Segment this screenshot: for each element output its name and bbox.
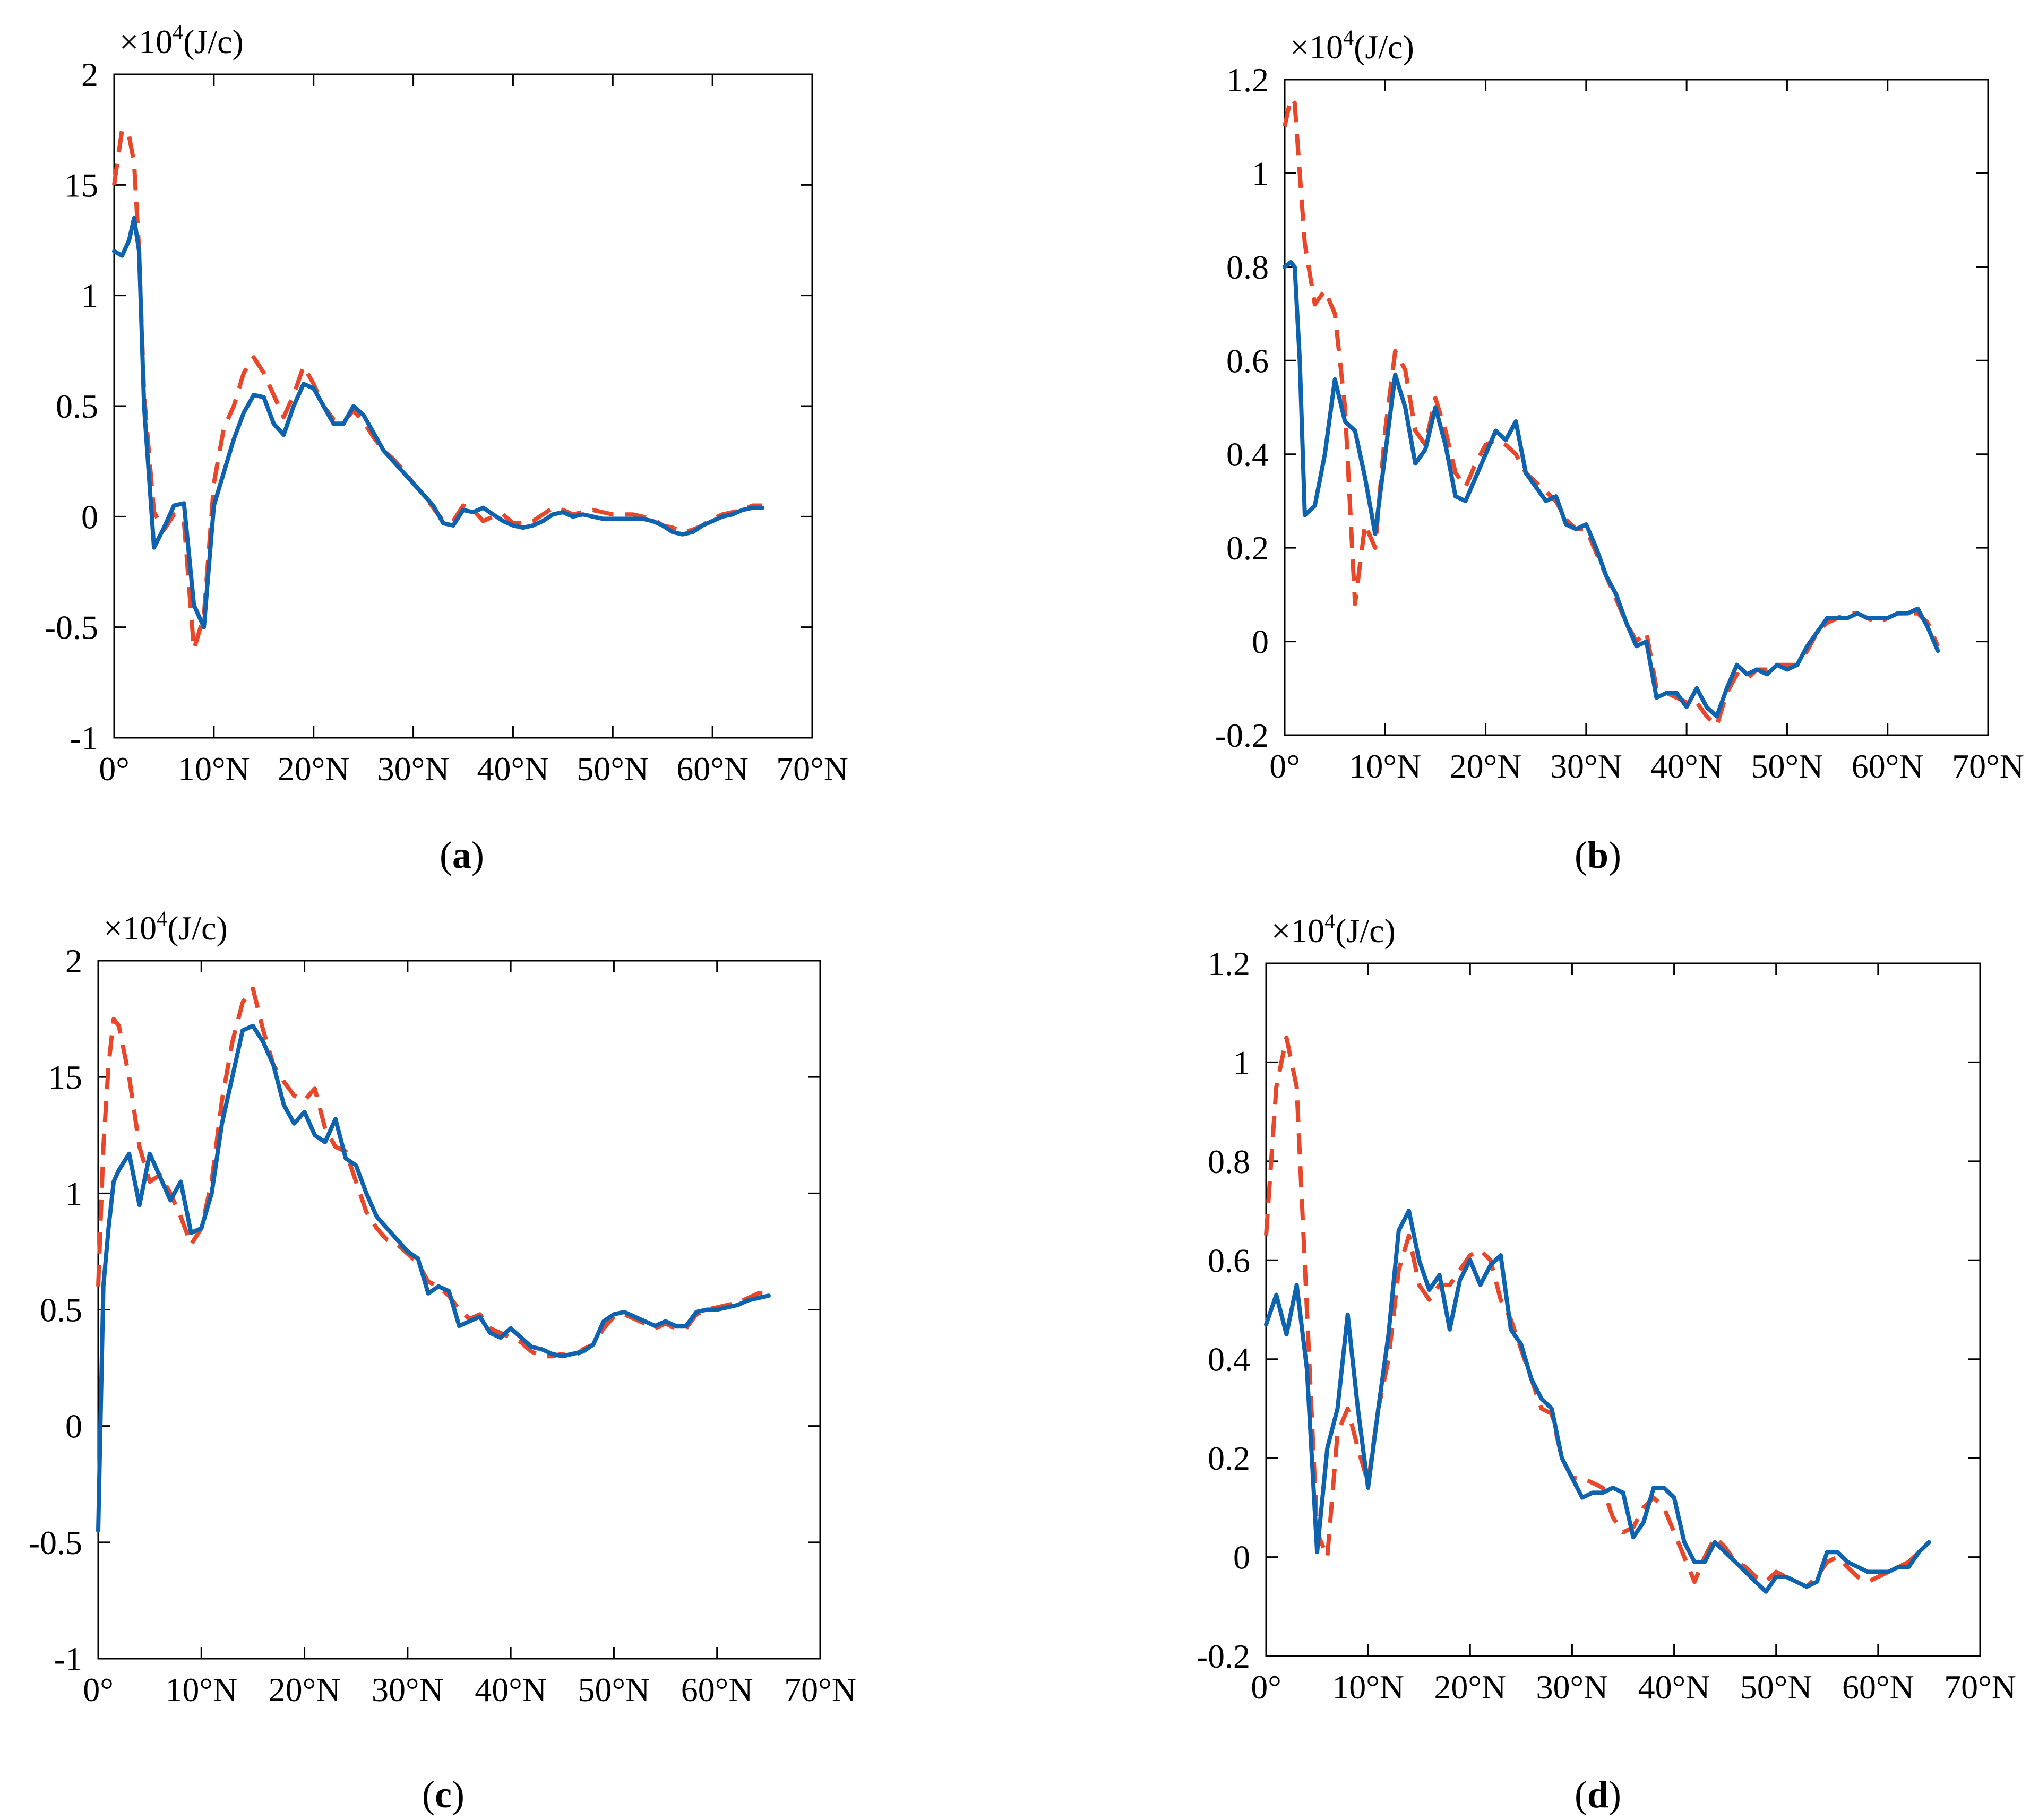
axis-frame — [113, 73, 813, 739]
x-tick-label: 50°N — [578, 1671, 650, 1709]
series-line-dashed — [96, 986, 769, 1361]
y-tick-label: 0.6 — [1226, 342, 1269, 379]
x-tick-label: 60°N — [676, 750, 749, 788]
y-tick-label: 0 — [1252, 623, 1269, 661]
x-tick-label: 40°N — [1638, 1668, 1710, 1706]
x-tick-label: 30°N — [1536, 1668, 1608, 1706]
panel-b: -0.2 0 0.2 0.4 0.6 0.8 1 1.2 0° 10°N 20°N 30°N 40°N 5… — [1215, 25, 2024, 876]
x-tick-label: 10°N — [178, 750, 250, 788]
y-tick-label: 0.4 — [1208, 1341, 1250, 1378]
y-tick-label: 0 — [81, 498, 98, 536]
x-tick-label: 30°N — [377, 750, 450, 788]
x-tick-label: 50°N — [577, 750, 649, 788]
axis-frame — [1265, 962, 1981, 1657]
panel-c: -1 -0.5 0 0.5 1 15 2 0° 10°N 20°N 30°N 40°N 50°N 60°N… — [29, 907, 856, 1816]
y-tick-label: -0.2 — [1215, 717, 1269, 754]
y-tick-label: 1 — [65, 1175, 82, 1212]
series-line-solid — [1283, 260, 1940, 719]
panel-a: -1 -0.5 0 0.5 1 15 2 0° 10°N 20°N 30°N 40°N 50°N 60°N… — [45, 20, 848, 876]
y-tick-label: 0 — [1233, 1539, 1250, 1576]
x-tick-label: 50°N — [1740, 1668, 1812, 1706]
x-tick-label: 10°N — [165, 1671, 237, 1709]
y-tick-label: 15 — [64, 166, 98, 204]
series-line-solid — [96, 1023, 771, 1533]
axis-frame — [1284, 79, 1989, 736]
x-tick-label: 0° — [83, 1671, 114, 1709]
y-tick-label: 0.8 — [1208, 1143, 1250, 1180]
unit-label: ×104(J/c) — [1271, 909, 1396, 950]
unit-label: ×104(J/c) — [119, 20, 244, 61]
x-tick-label: 20°N — [269, 1671, 341, 1709]
x-tick-label: 40°N — [1650, 747, 1723, 785]
y-tick-label: 1.2 — [1226, 61, 1269, 99]
x-tick-label: 50°N — [1751, 747, 1823, 785]
panel-label: (b) — [1575, 834, 1621, 876]
x-tick-label: 10°N — [1332, 1668, 1404, 1706]
y-tick-label: -0.5 — [45, 609, 98, 646]
x-tick-label: 60°N — [1842, 1668, 1914, 1706]
y-tick-label: 0.2 — [1226, 529, 1269, 567]
panel-label: (a) — [440, 834, 484, 876]
y-tick-label: -1 — [70, 719, 98, 757]
panel-label: (d) — [1575, 1773, 1621, 1816]
y-tick-label: 1 — [81, 277, 98, 315]
panel-d: -0.2 0 0.2 0.4 0.6 0.8 1 1.2 0° 10°N 20°N 30°N 40°N 5… — [1197, 909, 2016, 1816]
y-tick-label: -1 — [54, 1640, 82, 1678]
y-tick-label: 15 — [48, 1058, 82, 1096]
x-tick-label: 40°N — [477, 750, 549, 788]
y-tick-label: 0.6 — [1208, 1241, 1250, 1279]
series-line-dashed — [1264, 1035, 1931, 1589]
y-tick-label: 0.8 — [1226, 248, 1269, 286]
y-tick-label: 1 — [1252, 154, 1269, 192]
y-tick-label: 0.4 — [1226, 436, 1269, 473]
x-tick-label: 70°N — [1944, 1668, 2016, 1706]
x-tick-label: 20°N — [278, 750, 350, 788]
y-tick-label: -0.5 — [29, 1524, 82, 1562]
x-tick-label: 60°N — [681, 1671, 753, 1709]
series-line-solid — [1264, 1209, 1931, 1594]
series-line-dashed — [1283, 96, 1940, 728]
panel-label: (c) — [422, 1773, 465, 1816]
y-tick-label: -0.2 — [1197, 1637, 1250, 1675]
x-tick-label: 0° — [99, 750, 130, 788]
x-tick-label: 60°N — [1852, 747, 1924, 785]
x-tick-label: 70°N — [776, 750, 848, 788]
y-tick-label: 2 — [81, 56, 98, 93]
y-tick-label: 0.5 — [56, 387, 98, 425]
y-tick-label: 0.2 — [1208, 1439, 1250, 1477]
y-tick-label: 2 — [65, 942, 82, 980]
x-tick-label: 20°N — [1450, 747, 1522, 785]
x-tick-label: 30°N — [372, 1671, 444, 1709]
unit-label: ×104(J/c) — [1290, 25, 1414, 66]
x-tick-label: 0° — [1251, 1668, 1281, 1706]
x-tick-label: 40°N — [475, 1671, 547, 1709]
x-tick-label: 70°N — [784, 1671, 856, 1709]
y-tick-label: 0 — [65, 1408, 82, 1445]
x-tick-label: 10°N — [1349, 747, 1421, 785]
x-tick-label: 70°N — [1952, 747, 2024, 785]
series-line-solid — [112, 215, 765, 629]
y-tick-label: 0.5 — [40, 1291, 82, 1329]
unit-label: ×104(J/c) — [104, 907, 228, 947]
x-tick-label: 20°N — [1434, 1668, 1506, 1706]
x-tick-label: 30°N — [1550, 747, 1622, 785]
x-tick-label: 0° — [1269, 747, 1300, 785]
y-tick-label: 1.2 — [1208, 945, 1250, 982]
y-tick-label: 1 — [1233, 1043, 1250, 1081]
series-line-dashed — [112, 127, 763, 652]
